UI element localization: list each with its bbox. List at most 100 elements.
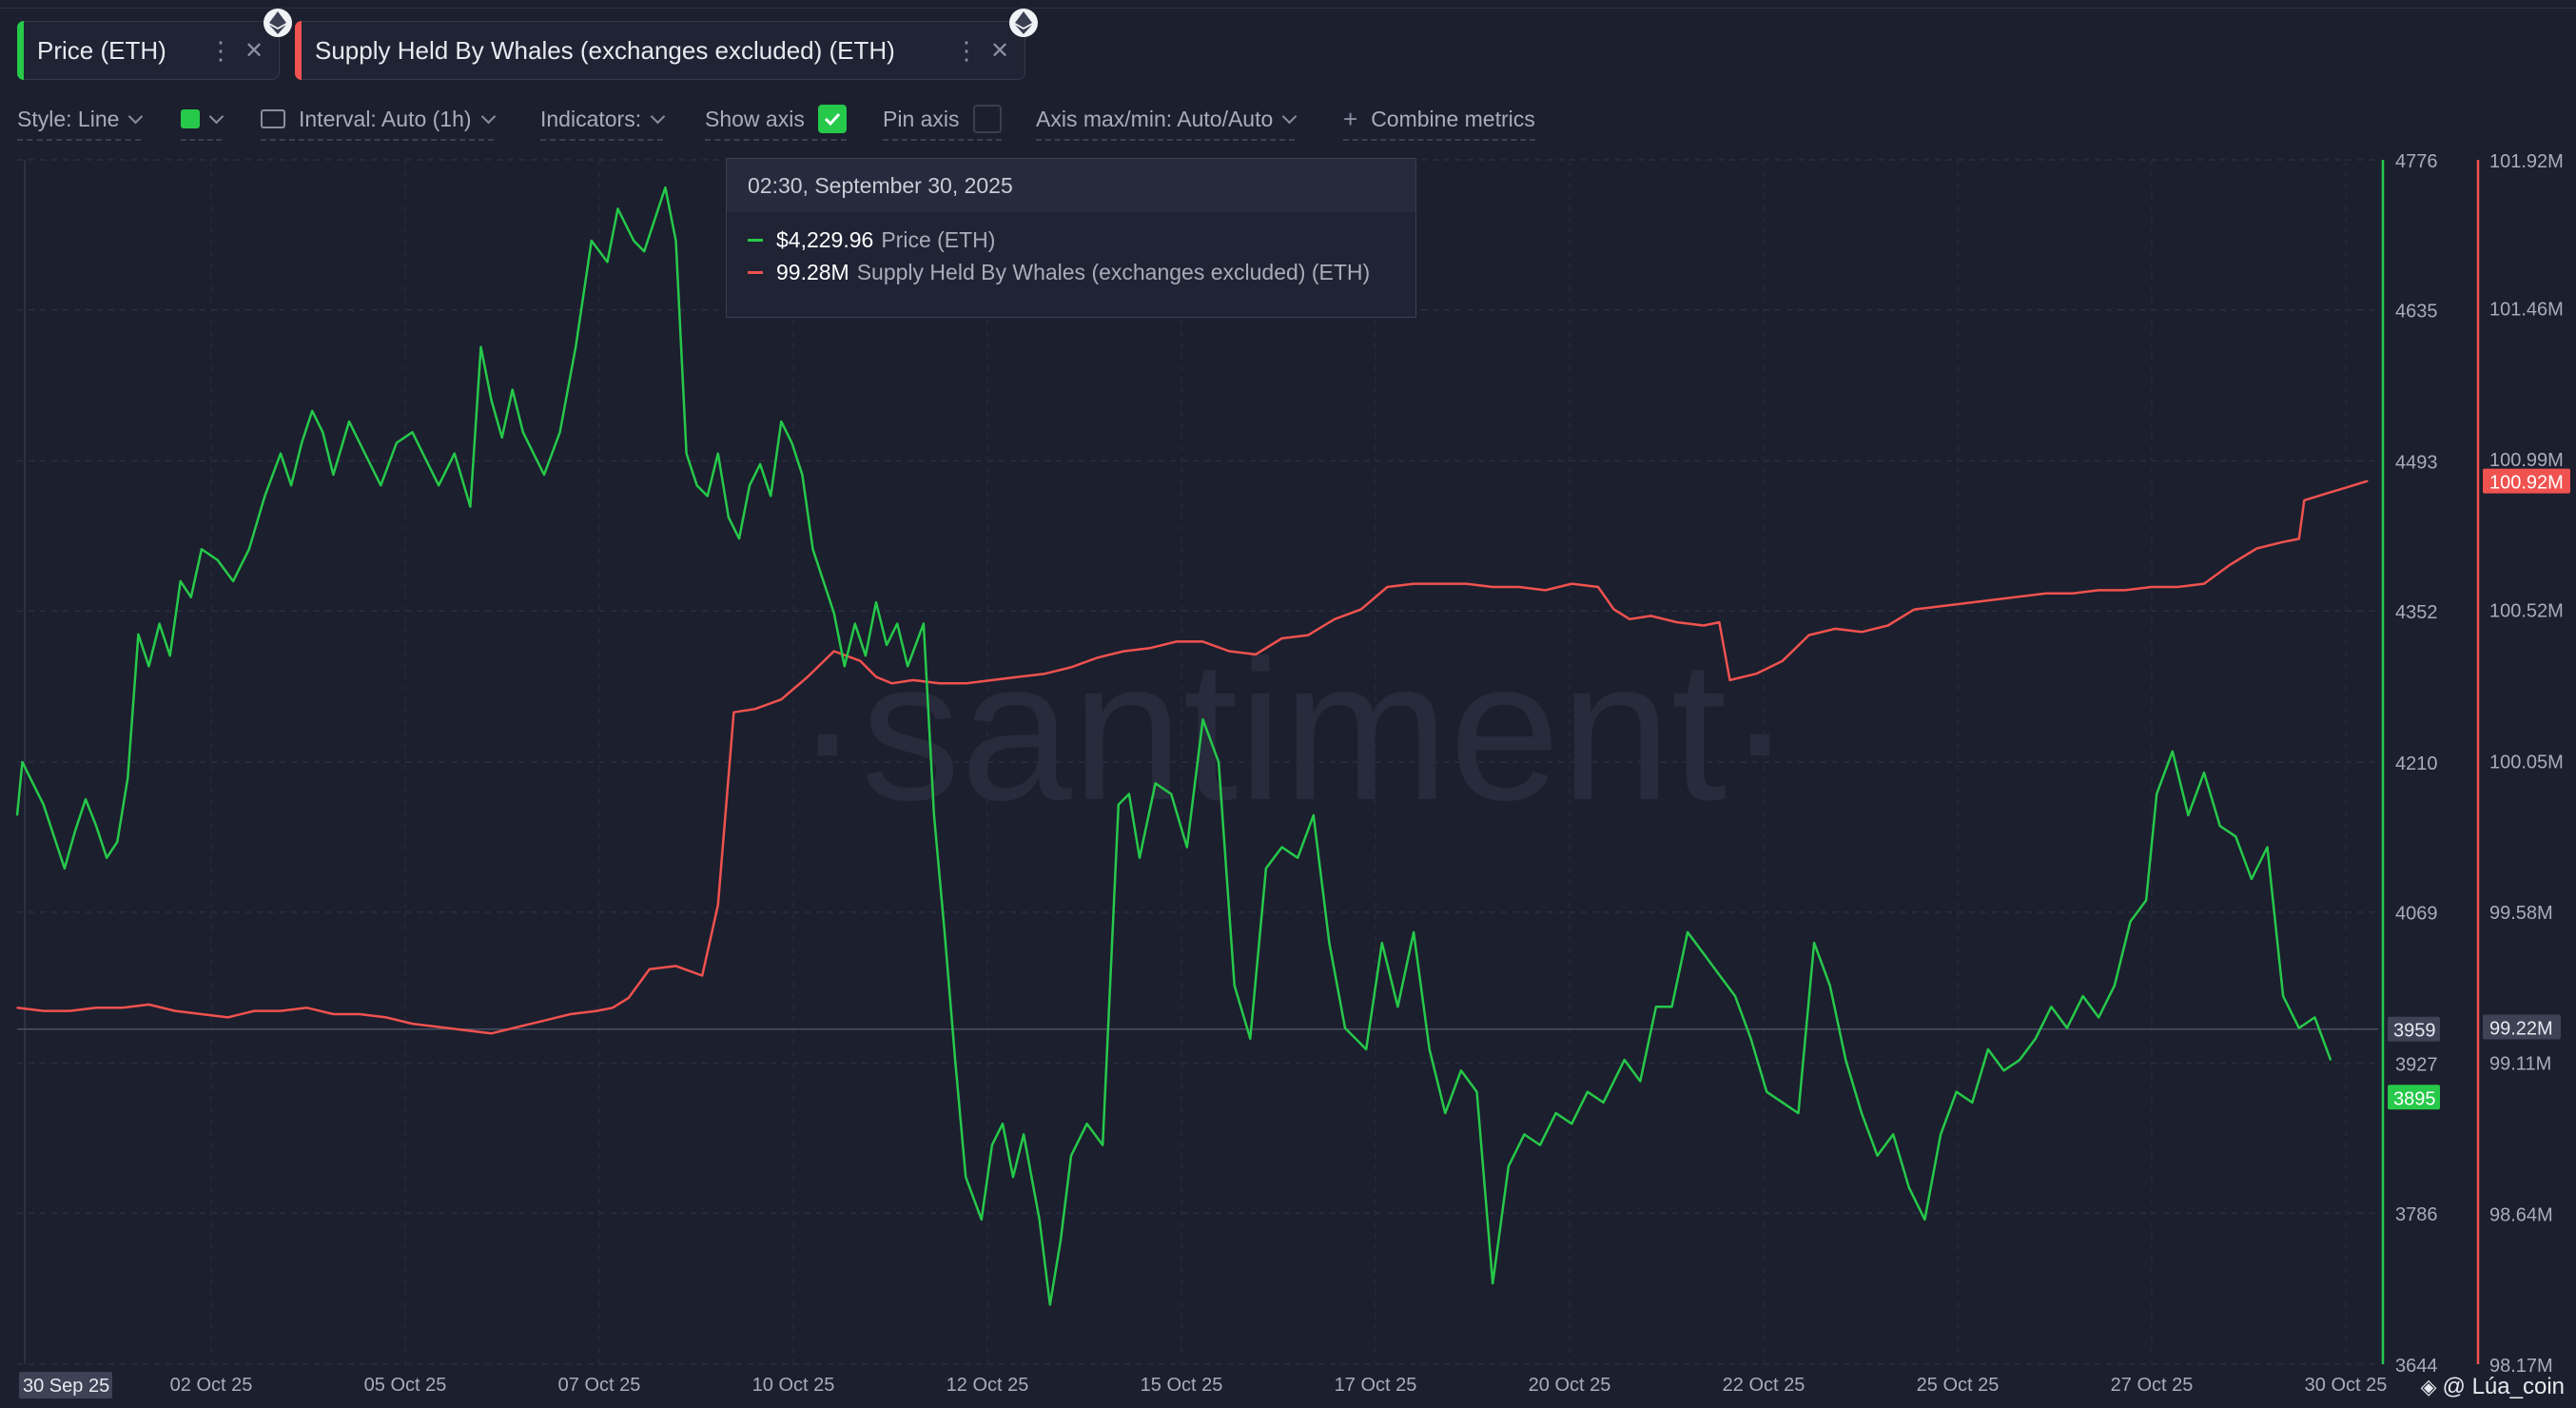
price-point [1128, 792, 1130, 795]
price-point [1085, 1123, 1088, 1125]
price-point [2145, 899, 2147, 902]
price-point [1861, 1112, 1863, 1114]
show-axis-toggle[interactable]: Show axis [705, 99, 847, 141]
supply-axis-tick: 100.05M [2489, 752, 2564, 772]
price-point [780, 420, 783, 422]
price-point [991, 1144, 993, 1146]
price-point [52, 835, 55, 838]
price-point [290, 484, 292, 487]
price-point [1413, 931, 1415, 933]
price-point [1428, 1048, 1431, 1050]
axis-maxmin-dropdown[interactable]: Axis max/min: Auto/Auto [1036, 99, 1298, 141]
supply-point [627, 997, 630, 999]
price-point [106, 856, 107, 859]
x-axis-tick: 17 Oct 25 [1335, 1375, 1417, 1396]
interval-dropdown[interactable]: Interval: Auto (1h) [261, 99, 496, 141]
price-point [2050, 1006, 2053, 1008]
show-axis-label: Show axis [705, 106, 805, 131]
price-crosshair-badge [2388, 1016, 2440, 1042]
supply-point [2203, 582, 2205, 585]
price-point [1218, 761, 1220, 763]
more-options-icon[interactable]: ⋮ [954, 35, 979, 65]
indicators-dropdown[interactable]: Indicators: [540, 99, 666, 141]
supply-point [1807, 634, 1810, 636]
supply-point [2297, 538, 2300, 540]
price-point [923, 622, 925, 625]
supply-point [1359, 608, 1362, 611]
price-point [1313, 814, 1315, 816]
supply-point [1070, 666, 1072, 669]
price-point [1023, 1133, 1025, 1136]
close-icon[interactable]: ✕ [244, 37, 264, 64]
pin-axis-toggle[interactable]: Pin axis [883, 99, 1002, 141]
price-point [1233, 985, 1236, 987]
price-point [247, 548, 250, 551]
supply-point [1702, 624, 1705, 627]
interval-label: Interval: Auto (1h) [299, 106, 472, 131]
x-axis-tick: 12 Oct 25 [946, 1375, 1029, 1396]
supply-point [1629, 617, 1630, 620]
supply-point [1307, 634, 1310, 636]
x-axis-tick: 10 Oct 25 [752, 1375, 835, 1396]
color-picker[interactable] [181, 99, 224, 141]
price-point [801, 474, 804, 476]
supply-crosshair-value: 99.22M [2489, 1019, 2553, 1040]
close-icon[interactable]: ✕ [989, 37, 1010, 64]
price-point [944, 931, 946, 933]
price-point [1702, 952, 1705, 955]
price-point [1460, 1069, 1462, 1072]
supply-point [1201, 640, 1204, 643]
supply-point [305, 1007, 308, 1009]
supply-point [490, 1032, 493, 1035]
price-point [2218, 825, 2221, 827]
supply-point [1044, 673, 1046, 675]
price-point [2034, 1037, 2037, 1040]
price-point [1492, 1282, 1493, 1284]
supply-point [1334, 617, 1336, 620]
price-point [674, 240, 677, 242]
series-color-dash [748, 270, 763, 274]
price-point [1554, 1112, 1557, 1114]
price-point [543, 474, 545, 476]
price-axis-tick: 3927 [2395, 1055, 2438, 1076]
x-axis-tick: 22 Oct 25 [1723, 1375, 1805, 1396]
combine-metrics-label: Combine metrics [1371, 106, 1535, 131]
supply-point [569, 1013, 572, 1015]
x-axis-tick: 15 Oct 25 [1141, 1375, 1223, 1396]
style-dropdown[interactable]: Style: Line [17, 99, 144, 141]
price-point [759, 463, 761, 465]
price-point [168, 655, 171, 656]
supply-point [517, 1026, 519, 1028]
supply-point [332, 1013, 335, 1015]
style-label: Style: Line [17, 106, 120, 131]
supply-point [1861, 631, 1863, 634]
price-point [654, 218, 656, 221]
price-point [1908, 1186, 1910, 1189]
x-axis-tick: 20 Oct 25 [1529, 1375, 1611, 1396]
supply-point [68, 1009, 71, 1012]
x-axis-tick: 30 Oct 25 [2305, 1375, 2388, 1396]
price-axis-tick: 3786 [2395, 1204, 2438, 1225]
show-axis-checkbox[interactable] [817, 105, 847, 133]
supply-point [253, 1009, 256, 1012]
price-point [1038, 1219, 1041, 1221]
price-point [427, 463, 429, 465]
price-point [1670, 1006, 1673, 1008]
tooltip-row-price: $4,229.96 Price (ETH) [727, 224, 1415, 256]
price-point [2282, 995, 2284, 997]
pin-axis-checkbox[interactable] [972, 105, 1002, 133]
indicators-label: Indicators: [540, 106, 642, 131]
price-point [558, 431, 561, 434]
price-point [2251, 878, 2253, 880]
more-options-icon[interactable]: ⋮ [208, 35, 233, 65]
metric-color-bar [17, 21, 24, 80]
supply-point [938, 682, 941, 685]
metric-tab-price[interactable]: Price (ETH) ⋮ ✕ [17, 9, 292, 80]
price-point [2297, 1027, 2300, 1029]
supply-point [1096, 656, 1099, 659]
combine-metrics-button[interactable]: + Combine metrics [1343, 99, 1535, 141]
metric-tab-whale-supply[interactable]: Supply Held By Whales (exchanges exclude… [295, 9, 1038, 80]
price-point [522, 431, 524, 434]
price-point [2129, 920, 2132, 923]
